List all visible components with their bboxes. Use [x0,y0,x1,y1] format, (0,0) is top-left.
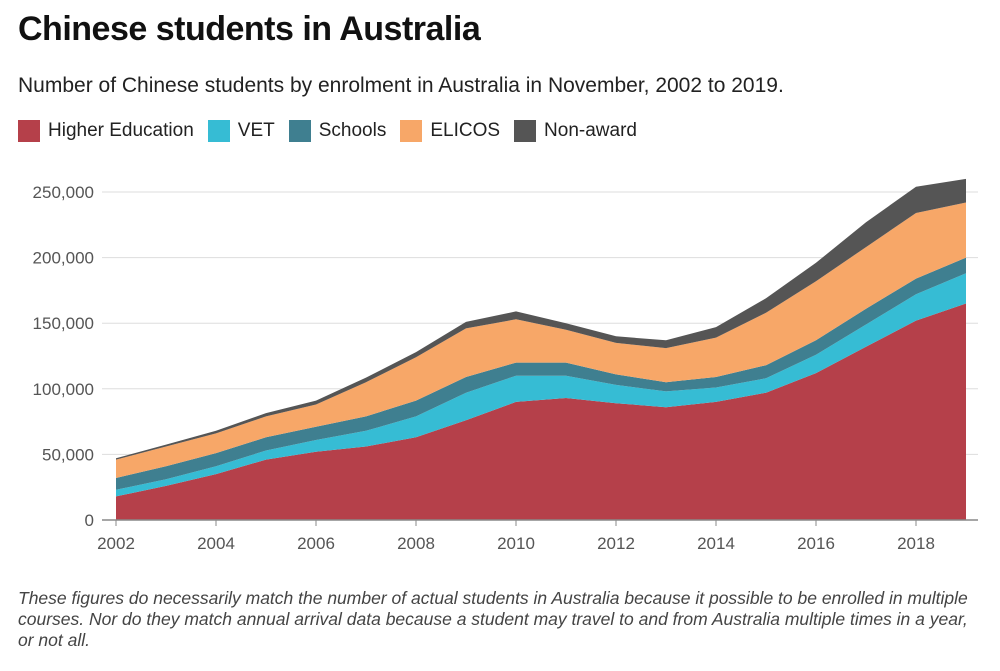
x-tick-label: 2016 [797,534,835,553]
chart-footnote: These figures do necessarily match the n… [18,588,968,650]
x-tick-label: 2004 [197,534,235,553]
chart-title: Chinese students in Australia [18,10,481,48]
legend-label: Non-award [544,120,637,141]
x-tick-label: 2010 [497,534,535,553]
y-tick-label: 200,000 [33,249,94,268]
legend-label: ELICOS [430,120,501,141]
x-tick-label: 2002 [97,534,135,553]
x-tick-label: 2012 [597,534,635,553]
chart-subtitle: Number of Chinese students by enrolment … [18,74,784,97]
legend-swatch [288,120,311,142]
legend-swatch [514,120,537,142]
legend-item-higher-education: Higher Education [18,120,194,142]
legend-label: Schools [318,120,387,141]
x-tick-label: 2008 [397,534,435,553]
legend-swatch [400,120,423,142]
legend-item-non-award: Non-award [514,120,637,142]
legend-swatch [207,120,230,142]
y-tick-label: 100,000 [33,380,94,399]
y-tick-label: 250,000 [33,183,94,202]
legend-item-elicos: ELICOS [400,120,500,142]
legend-label: VET [237,120,275,141]
legend-item-vet: VET [207,120,275,142]
y-tick-label: 0 [85,511,94,530]
y-tick-label: 50,000 [42,445,94,464]
y-tick-label: 150,000 [33,314,94,333]
legend-item-schools: Schools [288,120,387,142]
x-tick-label: 2018 [897,534,935,553]
x-tick-label: 2014 [697,534,735,553]
area-series-higher-education [116,303,966,520]
chart-legend: Higher Education VET Schools ELICOS Non-awar… [18,120,651,142]
area-series-schools [116,257,966,490]
legend-swatch [18,120,40,142]
area-series-elicos [116,202,966,478]
stacked-area-chart: 0 50,000 100,000 150,000 200,000 250,000 2002 2… [33,178,978,553]
legend-label: Higher Education [48,120,194,141]
area-series-vet [116,273,966,497]
area-series-non-award [116,178,966,460]
x-tick-label: 2006 [297,534,335,553]
